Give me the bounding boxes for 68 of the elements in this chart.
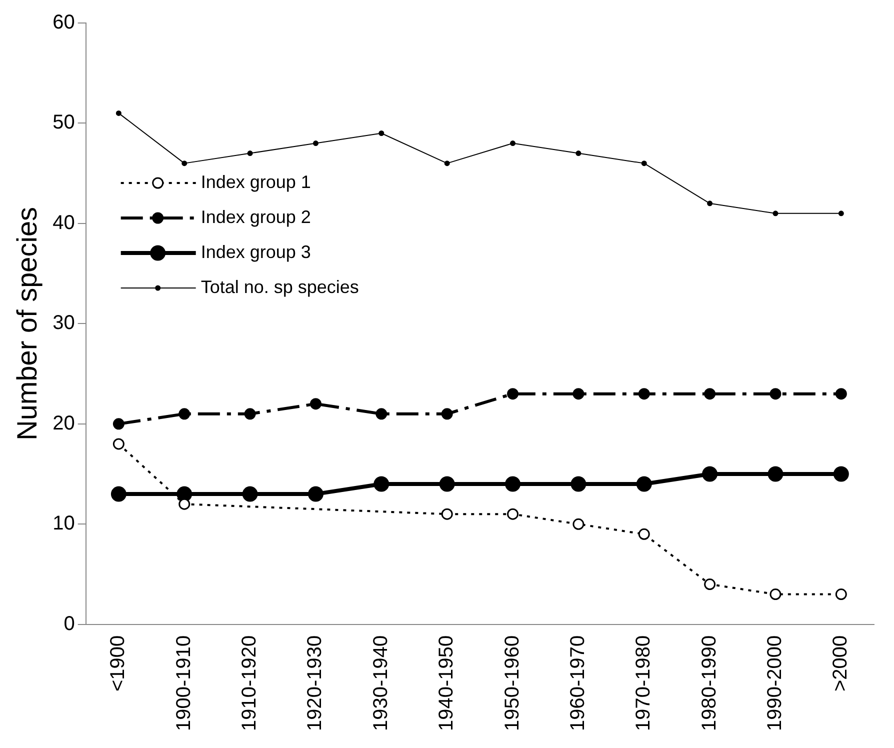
point xyxy=(376,408,388,420)
legend-label: Total no. sp species xyxy=(200,276,359,297)
point xyxy=(310,398,322,410)
point xyxy=(247,150,253,156)
point xyxy=(576,150,582,156)
point xyxy=(112,438,124,450)
point xyxy=(636,476,652,492)
y-tick-label: 10 xyxy=(52,512,75,535)
point xyxy=(507,388,519,400)
x-tick-label: <1900 xyxy=(107,635,130,692)
point xyxy=(704,578,716,590)
point xyxy=(770,588,782,600)
point xyxy=(833,466,849,482)
point xyxy=(835,588,847,600)
x-tick-label: 1970-1980 xyxy=(632,635,655,732)
y-tick-label: 30 xyxy=(52,312,75,334)
point xyxy=(702,466,718,482)
point xyxy=(838,210,844,216)
point xyxy=(505,476,521,492)
point xyxy=(439,476,455,492)
point xyxy=(182,160,188,166)
x-tick-label: 1920-1930 xyxy=(304,635,326,732)
point xyxy=(444,160,450,166)
y-tick-label: 40 xyxy=(52,212,75,234)
legend-label: Index group 1 xyxy=(200,172,311,192)
point xyxy=(441,508,453,520)
point xyxy=(572,518,584,530)
point xyxy=(312,140,318,146)
point xyxy=(641,160,647,166)
x-tick-label: 1990-2000 xyxy=(764,635,786,732)
point xyxy=(378,130,384,136)
point xyxy=(638,528,650,540)
point xyxy=(638,388,650,400)
point xyxy=(507,508,519,520)
point xyxy=(244,408,256,420)
point xyxy=(178,408,190,420)
point xyxy=(704,388,716,400)
legend-label: Index group 3 xyxy=(200,242,311,262)
y-tick-label: 0 xyxy=(64,612,75,635)
point xyxy=(770,388,782,400)
x-tick-label: 1940-1950 xyxy=(436,635,458,732)
y-tick-label: 20 xyxy=(52,412,75,434)
point xyxy=(768,466,784,482)
point xyxy=(116,110,122,116)
point xyxy=(242,486,258,502)
x-tick-label: 1930-1940 xyxy=(370,635,392,732)
point xyxy=(707,200,713,206)
point xyxy=(772,210,778,216)
y-tick-label: 50 xyxy=(52,112,75,134)
point xyxy=(112,418,124,430)
point xyxy=(441,408,453,420)
point xyxy=(178,498,190,510)
point xyxy=(110,486,126,502)
x-tick-label: >2000 xyxy=(830,635,852,692)
point xyxy=(572,388,584,400)
point xyxy=(570,476,586,492)
x-tick-label: 1900-1910 xyxy=(172,635,195,732)
y-axis-title: Number of species xyxy=(12,206,43,440)
legend-label: Index group 2 xyxy=(200,206,311,227)
point xyxy=(308,486,324,502)
point xyxy=(510,140,516,146)
point xyxy=(374,476,390,492)
x-tick-label: 1910-1920 xyxy=(238,635,261,732)
x-tick-label: 1980-1990 xyxy=(698,635,720,732)
point xyxy=(835,388,847,400)
y-tick-label: 60 xyxy=(52,12,75,34)
x-tick-label: 1950-1960 xyxy=(501,635,524,732)
x-tick-label: 1960-1970 xyxy=(566,635,589,732)
